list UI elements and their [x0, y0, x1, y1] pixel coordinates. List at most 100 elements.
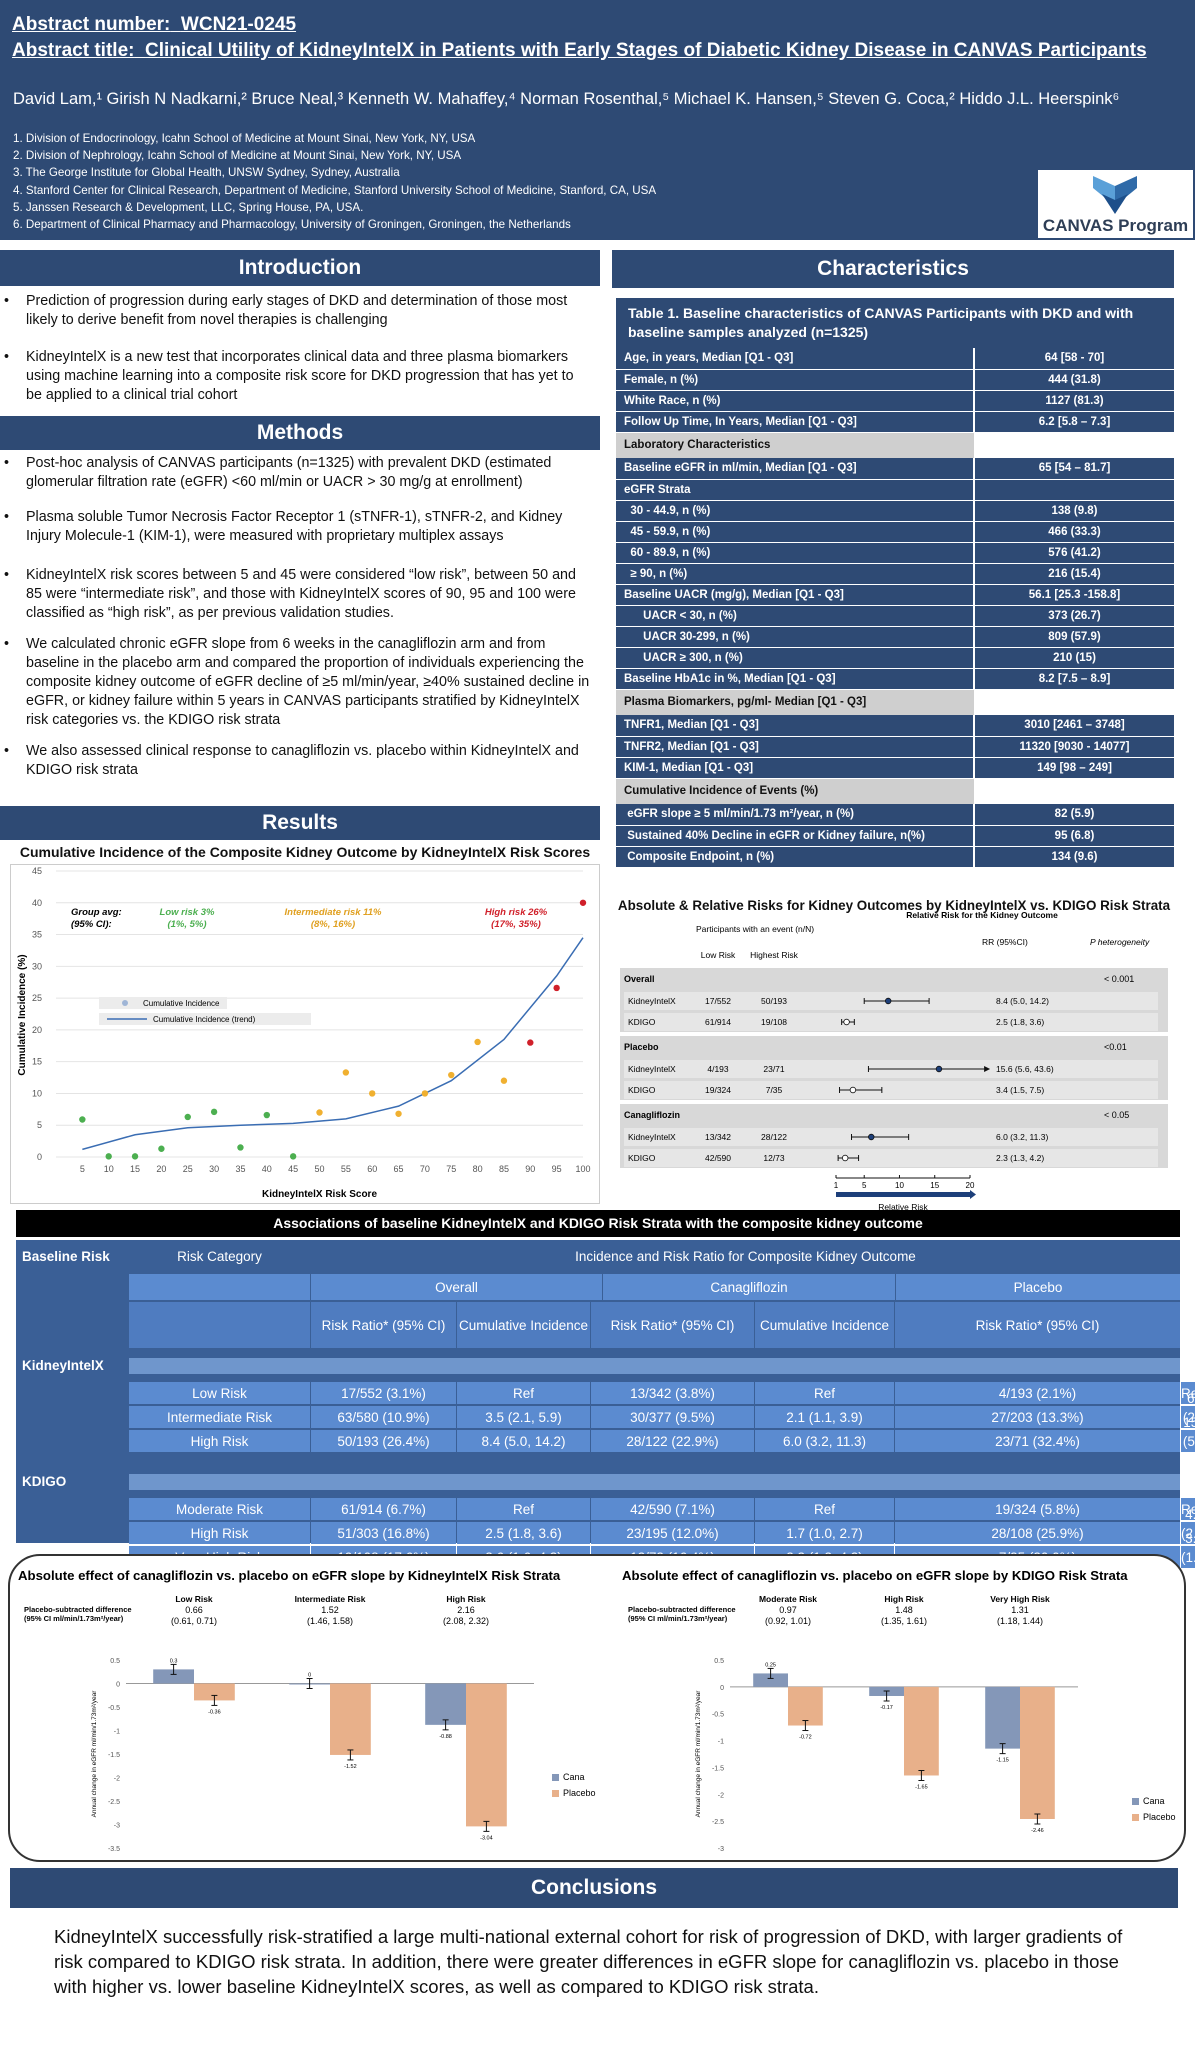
bar-placebo: [904, 1686, 939, 1776]
characteristics-row: Laboratory Characteristics: [616, 432, 1174, 458]
row-label: Age, in years, Median [Q1 - Q3]: [616, 348, 974, 370]
bar-value-label: -0.36: [208, 1709, 221, 1715]
forest-row-label: KDIGO: [628, 1085, 656, 1095]
abstract-number-line: Abstract number: WCN21-0245: [12, 14, 296, 36]
diff-label: Placebo-subtracted difference: [628, 1605, 736, 1614]
row-label: TNFR1, Median [Q1 - Q3]: [616, 715, 974, 737]
row-value: 6.2 [5.8 – 7.3]: [973, 411, 1174, 433]
y-tick-label: 30: [32, 961, 42, 971]
methods-bullet: We calculated chronic eGFR slope from 6 …: [4, 635, 590, 730]
x-tick-label: 50: [314, 1164, 324, 1174]
category-diff: 1.31: [1011, 1605, 1029, 1615]
affiliations: 1. Division of Endocrinology, Icahn Scho…: [13, 130, 656, 233]
characteristics-row: TNFR1, Median [Q1 - Q3] 3010 [2461 – 3748…: [616, 715, 1174, 737]
row-label: UACR 30-299, n (%): [616, 626, 974, 648]
group-avg-label: Group avg:: [71, 907, 122, 918]
bar-placebo: [330, 1683, 371, 1755]
characteristics-row: KIM-1, Median [Q1 - Q3] 149 [98 – 249]: [616, 757, 1174, 779]
row-value: 95 (6.8): [973, 825, 1174, 847]
x-tick-label: 30: [209, 1164, 219, 1174]
legend-bg: [99, 997, 227, 1009]
row-value: [974, 689, 1174, 715]
forest-axis-arrow: [970, 1190, 976, 1199]
forest-point: [843, 1018, 850, 1026]
scatter-point: [316, 1109, 323, 1116]
x-tick-label: 55: [341, 1164, 351, 1174]
row-label: 60 - 89.9, n (%): [616, 542, 974, 564]
table-cell: 17/552 (3.1%): [311, 1382, 456, 1404]
forest-axis-band: [836, 1192, 970, 1197]
bar-value-label: 0: [308, 1673, 311, 1679]
category-diff: 0.66: [185, 1605, 203, 1615]
legend-swatch: [552, 1774, 559, 1781]
col-rr: RR (95%CI): [982, 937, 1028, 947]
affiliation-item: 1. Division of Endocrinology, Icahn Scho…: [13, 132, 476, 145]
row-label: 45 - 59.9, n (%): [616, 521, 974, 543]
forest-p-value: < 0.05: [1104, 1110, 1129, 1120]
affiliation-item: 6. Department of Clinical Pharmacy and P…: [13, 218, 571, 232]
y-axis-label: Cumulative Incidence (%): [17, 954, 28, 1075]
canvas-logo-icon: [1093, 176, 1137, 214]
legend-swatch: [1132, 1798, 1139, 1805]
characteristics-rows: Age, in years, Median [Q1 - Q3] 64 [58 - …: [616, 348, 1174, 868]
forest-group-name: Overall: [624, 974, 655, 984]
bar-placebo: [194, 1683, 235, 1701]
legend-label: Placebo: [563, 1788, 596, 1798]
y-tick-label: -1.5: [712, 1765, 724, 1772]
y-tick-label: 0: [37, 1152, 42, 1162]
header-sub: Risk Ratio* (95% CI): [895, 1302, 1180, 1348]
row-label: Sustained 40% Decline in eGFR or Kidney …: [616, 825, 974, 847]
x-tick-label: 70: [420, 1164, 430, 1174]
header-incidence: Incidence and Risk Ratio for Composite K…: [311, 1240, 1180, 1272]
category-ci: (0.92, 1.01): [765, 1616, 811, 1626]
characteristics-row: eGFR Strata: [616, 479, 1174, 501]
row-value: 64 [58 - 70]: [973, 348, 1174, 370]
forest-svg: Relative Risk for the Kidney Outcome Part…: [620, 912, 1168, 1212]
characteristics-row: Baseline UACR (mg/g), Median [Q1 - Q3] 56…: [616, 584, 1174, 606]
risk-category: Moderate Risk: [129, 1498, 310, 1520]
y-tick-label: 45: [32, 866, 42, 876]
y-tick-label: -3.5: [108, 1846, 120, 1853]
table-cell: 6.0 (3.2, 11.3): [755, 1430, 894, 1452]
row-label: KIM-1, Median [Q1 - Q3]: [616, 757, 974, 779]
forest-row-low: 4/193: [707, 1064, 729, 1074]
legend-swatch: [552, 1790, 559, 1797]
poster-header: Abstract number: WCN21-0245 Abstract tit…: [0, 0, 1195, 240]
results-title: Results: [0, 806, 600, 840]
forest-axis-tick-label: 1: [834, 1181, 839, 1190]
conclusions-text: KidneyIntelX successfully risk-stratifie…: [54, 1926, 1123, 1997]
table-cell: 2.5 (1.8, 3.6): [457, 1522, 590, 1544]
scatter-point: [553, 984, 560, 992]
forest-row-rr: 3.4 (1.5, 7.5): [996, 1085, 1044, 1095]
group-annotation: Intermediate risk 11%: [285, 907, 383, 918]
category-name: Very High Risk: [990, 1594, 1050, 1604]
row-label: Laboratory Characteristics: [616, 432, 974, 458]
x-tick-label: 40: [262, 1164, 272, 1174]
x-tick-label: 10: [104, 1164, 114, 1174]
table-cell: 2.1 (1.1, 3.9): [755, 1406, 894, 1428]
introduction-title: Introduction: [0, 250, 600, 286]
introduction-list: Prediction of progression during early s…: [4, 292, 590, 405]
y-tick-label: 0: [720, 1685, 724, 1692]
x-tick-label: 60: [367, 1164, 377, 1174]
header-blank: [129, 1302, 310, 1348]
section-divider: [129, 1358, 1180, 1374]
affiliation-item: 3. The George Institute for Global Healt…: [13, 166, 400, 180]
y-tick-label: -2.5: [712, 1819, 724, 1826]
x-tick-label: 45: [288, 1164, 298, 1174]
y-tick-label: 5: [37, 1120, 42, 1130]
table-cell: Ref: [755, 1498, 894, 1520]
slope-panel: Absolute effect of canagliflozin vs. pla…: [8, 1554, 1186, 1862]
forest-arrow: [984, 1066, 991, 1072]
x-tick-label: 5: [80, 1164, 85, 1174]
row-value: 56.1 [25.3 -158.8]: [973, 584, 1174, 606]
header-blank: [129, 1274, 310, 1300]
row-value: 216 (15.4): [973, 563, 1174, 585]
y-tick-label: -0.5: [712, 1712, 724, 1719]
forest-axis-tick-label: 5: [862, 1181, 867, 1190]
row-label: TNFR2, Median [Q1 - Q3]: [616, 736, 974, 758]
row-label: Follow Up Time, In Years, Median [Q1 - Q…: [616, 411, 974, 433]
table-cell: 23/71 (32.4%): [895, 1430, 1180, 1452]
x-axis-label: KidneyIntelX Risk Score: [262, 1189, 377, 1200]
header-baseline: Baseline Risk: [16, 1240, 128, 1272]
